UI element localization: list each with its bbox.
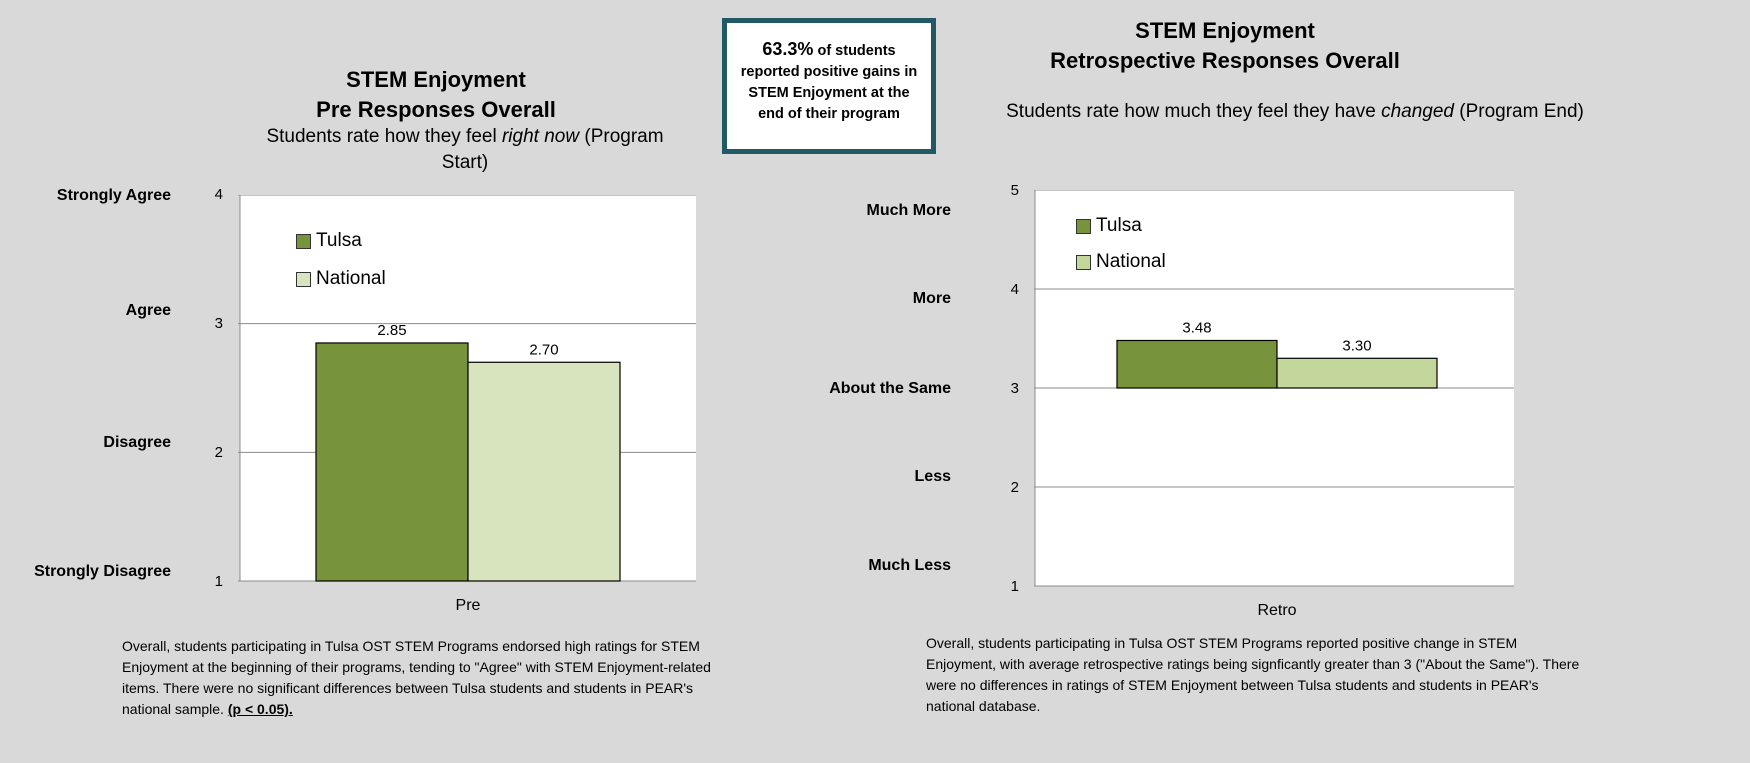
left-chart-subtitle: Students rate how they feel right now (P… <box>245 124 685 176</box>
left-ylabel-disagree: Disagree <box>103 434 171 451</box>
right-chart-subtitle: Students rate how much they feel they ha… <box>1005 99 1585 125</box>
callout-percent: 63.3% <box>762 39 814 59</box>
left-tick-2: 2 <box>214 444 223 461</box>
left-bar-national <box>467 361 621 582</box>
left-ylabel-strongly-agree: Strongly Agree <box>56 187 171 204</box>
right-note: Overall, students participating in Tulsa… <box>926 633 1590 717</box>
right-subtitle-emph: changed <box>1381 101 1454 122</box>
right-ylabel-about-same: About the Same <box>829 380 951 397</box>
left-legend-swatch-tulsa <box>296 233 311 249</box>
right-ylabel-less: Less <box>914 468 951 485</box>
left-x-category: Pre <box>455 597 481 614</box>
right-legend-swatch-tulsa <box>1076 218 1091 234</box>
right-tick-5: 5 <box>1010 182 1019 199</box>
right-ylabel-more: More <box>912 290 951 307</box>
right-tick-2: 2 <box>1010 479 1019 496</box>
right-chart-title: STEM Enjoyment Retrospective Responses O… <box>1025 16 1425 76</box>
left-legend-swatch-national <box>296 271 311 287</box>
right-ylabel-much-more: Much More <box>866 202 951 219</box>
left-chart-plot: 2.85 2.70 <box>238 195 696 582</box>
left-title-line2: Pre Responses Overall <box>316 97 556 122</box>
left-subtitle-prefix: Students rate how they feel <box>266 126 502 147</box>
left-tick-1: 1 <box>214 573 223 590</box>
right-note-text: Overall, students participating in Tulsa… <box>926 635 1580 714</box>
left-data-label-national: 2.70 <box>529 341 558 358</box>
left-subtitle-suffix: (Program Start) <box>441 126 664 173</box>
right-legend: Tulsa National <box>1076 208 1166 280</box>
right-legend-label-tulsa: Tulsa <box>1096 215 1142 236</box>
left-ylabel-agree: Agree <box>125 302 171 319</box>
right-data-label-national: 3.30 <box>1342 337 1371 354</box>
left-bar-tulsa <box>315 342 469 582</box>
right-x-category: Retro <box>1257 602 1297 619</box>
right-data-label-tulsa: 3.48 <box>1182 319 1211 336</box>
right-legend-tulsa: Tulsa <box>1076 208 1166 244</box>
callout-text: of students reported positive gains in S… <box>740 43 918 122</box>
left-tick-3: 3 <box>214 315 223 332</box>
left-data-label-tulsa: 2.85 <box>377 322 406 339</box>
left-note: Overall, students participating in Tulsa… <box>122 636 742 720</box>
right-chart-plot: 3.48 3.30 <box>1034 190 1514 587</box>
right-tick-1: 1 <box>1010 578 1019 595</box>
right-ylabel-much-less: Much Less <box>868 557 951 574</box>
right-tick-4: 4 <box>1010 281 1019 298</box>
left-subtitle-emph: right now <box>501 126 580 147</box>
right-title-line1: STEM Enjoyment <box>1135 18 1315 43</box>
right-title-line2: Retrospective Responses Overall <box>1050 48 1400 73</box>
left-legend-national: National <box>296 260 386 298</box>
right-legend-swatch-national <box>1076 254 1091 270</box>
left-tick-4: 4 <box>214 186 223 203</box>
left-title-line1: STEM Enjoyment <box>346 67 526 92</box>
right-legend-label-national: National <box>1096 251 1166 272</box>
summary-callout: 63.3% of students reported positive gain… <box>722 18 936 154</box>
left-note-emph: (p < 0.05). <box>227 701 293 717</box>
right-subtitle-prefix: Students rate how much they feel they ha… <box>1006 101 1382 122</box>
left-legend: Tulsa National <box>296 222 386 298</box>
left-legend-label-tulsa: Tulsa <box>316 230 362 251</box>
right-tick-3: 3 <box>1010 380 1019 397</box>
right-bar-tulsa <box>1116 339 1278 389</box>
left-note-text: Overall, students participating in Tulsa… <box>122 638 711 717</box>
right-bar-national <box>1276 357 1438 389</box>
left-ylabel-strongly-disagree: Strongly Disagree <box>34 563 171 580</box>
left-chart-title: STEM Enjoyment Pre Responses Overall <box>236 65 636 125</box>
left-legend-label-national: National <box>316 268 386 289</box>
right-legend-national: National <box>1076 244 1166 280</box>
left-legend-tulsa: Tulsa <box>296 222 386 260</box>
right-subtitle-suffix: (Program End) <box>1453 101 1584 122</box>
